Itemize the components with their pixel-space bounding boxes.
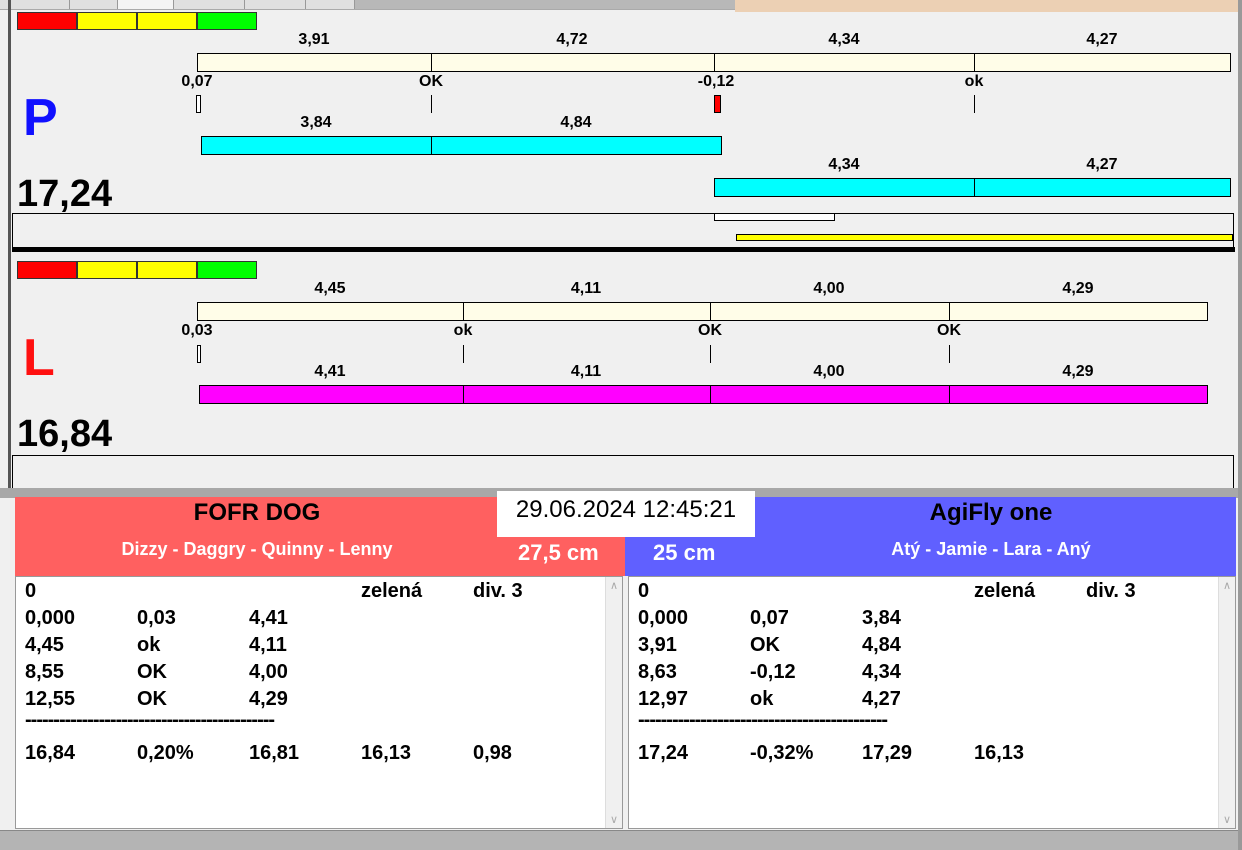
dog-names: Atý - Jamie - Lara - Aný <box>891 539 1091 559</box>
scrollbar[interactable]: ∧ ∨ <box>1218 577 1235 828</box>
run-bar <box>201 136 722 155</box>
reaction-tick <box>431 95 432 113</box>
reaction: -0,12 <box>697 73 735 90</box>
tab[interactable] <box>70 0 118 9</box>
reaction: OK <box>937 322 961 339</box>
run-time: 3,84 <box>300 114 332 131</box>
progress-yellow <box>736 234 1233 241</box>
tab-strip-fill <box>355 0 735 9</box>
left-results-list[interactable]: 0 zelená div. 3 0,000 0,03 4,41 4,45 ok 4,11 8… <box>15 576 623 829</box>
lane-letter: L <box>23 329 55 387</box>
reaction: ok <box>453 322 473 339</box>
reaction-tick <box>463 345 464 363</box>
lane-total: 16,84 <box>17 413 113 455</box>
reaction-marker <box>196 95 201 113</box>
tab[interactable] <box>245 0 306 9</box>
tab-strip-peach <box>735 0 1240 12</box>
run-time: 4,29 <box>1062 363 1094 380</box>
run-bar <box>714 178 1231 197</box>
run-time: 4,34 <box>828 156 860 173</box>
reaction: OK <box>698 322 722 339</box>
progress-box <box>12 455 1234 489</box>
jump-height: 25 cm <box>653 540 716 565</box>
run-time: 4,41 <box>314 363 346 380</box>
dog-names: Dizzy - Daggry - Quinny - Lenny <box>121 539 393 559</box>
run-time: 4,27 <box>1086 156 1118 173</box>
color-yellow <box>77 12 137 30</box>
lane-letter: P <box>23 89 58 147</box>
tab-strip <box>0 0 1242 12</box>
reaction-marker <box>197 345 201 363</box>
run-bar <box>199 385 1208 404</box>
split-time: 4,29 <box>1062 280 1094 297</box>
split-time: 4,45 <box>314 280 346 297</box>
scroll-down-icon: ∨ <box>1222 814 1232 826</box>
split-time: 4,00 <box>813 280 845 297</box>
total-time-bar <box>197 53 1231 72</box>
split-time: 4,34 <box>828 31 860 48</box>
split-time: 4,27 <box>1086 31 1118 48</box>
color-green <box>197 261 257 279</box>
reaction-tick <box>710 345 711 363</box>
split-time: 4,72 <box>556 31 588 48</box>
jump-height: 27,5 cm <box>518 540 599 565</box>
left-border <box>8 0 11 490</box>
reaction: ok <box>964 73 984 90</box>
reaction: OK <box>419 73 443 90</box>
tab[interactable] <box>306 0 355 9</box>
tab[interactable] <box>118 0 174 9</box>
color-yellow <box>137 12 197 30</box>
reaction: 0,07 <box>181 73 213 90</box>
lane-divider <box>12 247 1235 252</box>
reaction-tick <box>974 95 975 113</box>
total-time-bar <box>197 302 1208 321</box>
reaction: 0,03 <box>181 322 213 339</box>
right-results-list[interactable]: 0 zelená div. 3 0,000 0,07 3,84 3,91 OK 4,84 8… <box>628 576 1236 829</box>
reaction-marker-fault <box>714 95 721 113</box>
scrollbar[interactable]: ∧ ∨ <box>605 577 622 828</box>
progress-white <box>714 213 835 221</box>
color-red <box>17 261 77 279</box>
run-time: 4,00 <box>813 363 845 380</box>
tab[interactable] <box>12 0 70 9</box>
team-name: AgiFly one <box>929 499 1053 526</box>
scroll-down-icon: ∨ <box>609 814 619 826</box>
run-time: 4,11 <box>570 363 602 380</box>
bottom-band <box>0 830 1242 850</box>
color-yellow <box>77 261 137 279</box>
split-time: 3,91 <box>298 31 330 48</box>
right-border <box>1238 0 1242 850</box>
color-green <box>197 12 257 30</box>
color-yellow <box>137 261 197 279</box>
run-time: 4,84 <box>560 114 592 131</box>
color-red <box>17 12 77 30</box>
tab[interactable] <box>174 0 245 9</box>
scroll-up-icon: ∧ <box>1222 580 1232 592</box>
reaction-tick <box>949 345 950 363</box>
scroll-up-icon: ∧ <box>609 580 619 592</box>
progress-box <box>12 213 1234 248</box>
team-name: FOFR DOG <box>193 499 321 526</box>
datetime: 29.06.2024 12:45:21 <box>497 491 755 537</box>
split-time: 4,11 <box>570 280 602 297</box>
lane-total: 17,24 <box>17 173 113 215</box>
